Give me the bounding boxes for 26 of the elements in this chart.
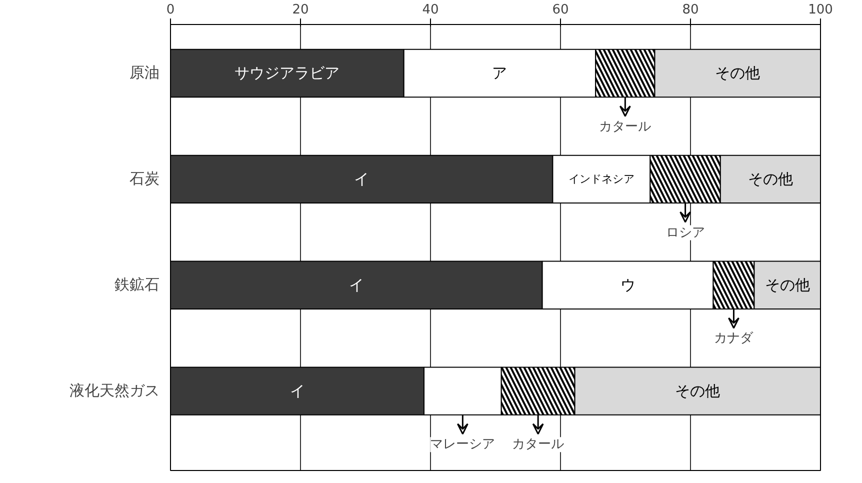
x-tick-label: 80: [682, 2, 699, 18]
y-tick-label: 液化天然ガス: [70, 382, 160, 400]
x-tick-label: 0: [166, 2, 175, 18]
data-label: カナダ: [714, 331, 754, 346]
data-label: サウジアラビア: [234, 64, 340, 82]
data-label: カタール: [512, 437, 564, 452]
data-label: インドネシア: [568, 172, 634, 186]
y-tick-label: 鉄鉱石: [114, 276, 160, 294]
data-label: カタール: [599, 119, 652, 134]
data-label: その他: [764, 276, 810, 294]
y-tick-label: 原油: [130, 64, 160, 82]
data-label: ロシア: [666, 225, 705, 240]
data-label: ア: [492, 64, 508, 82]
data-label: イ: [354, 170, 370, 188]
x-tick-label: 60: [552, 2, 569, 18]
data-label: イ: [348, 276, 364, 294]
x-tick-label: 20: [292, 2, 309, 18]
data-label: マレーシア: [430, 437, 496, 452]
data-label: イ: [290, 382, 305, 400]
x-tick-label: 40: [422, 2, 439, 18]
x-tick-label: 100: [808, 2, 833, 18]
data-label: その他: [675, 382, 720, 400]
data-label: その他: [715, 64, 760, 82]
y-tick-label: 石炭: [130, 170, 160, 188]
data-label: ウ: [620, 276, 636, 294]
data-label: その他: [748, 170, 793, 188]
